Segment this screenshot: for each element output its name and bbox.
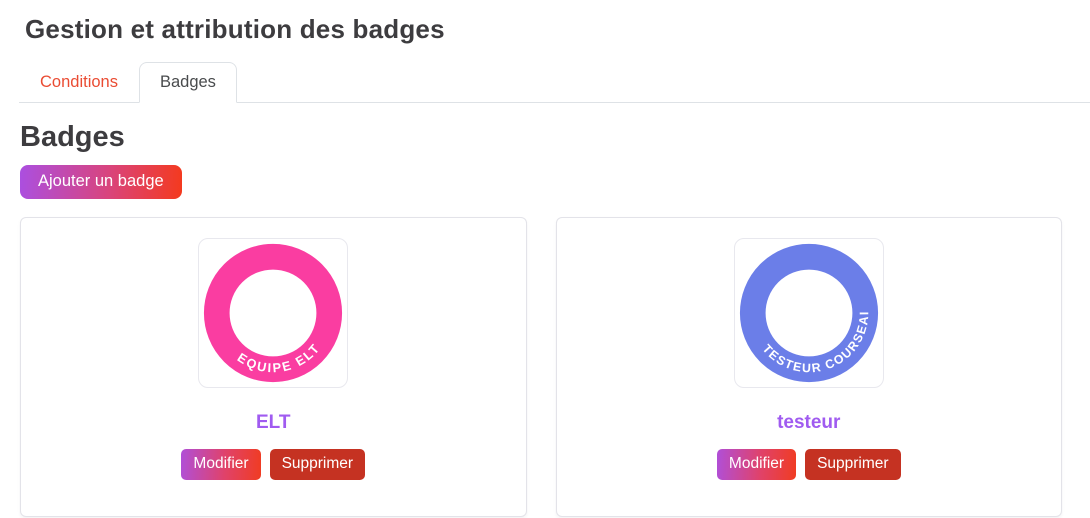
badge-cards-row: EQUIPE ELT ELT Modifier Supprimer TESTEU… [20,217,1062,517]
badge-ring-icon: EQUIPE ELT [204,243,343,383]
badge-actions: Modifier Supprimer [716,449,901,480]
badge-name: testeur [777,412,841,433]
page-title: Gestion et attribution des badges [25,14,445,44]
tab-bar: Conditions Badges [19,62,1090,103]
modify-button[interactable]: Modifier [716,449,797,480]
delete-button[interactable]: Supprimer [269,449,366,480]
tab-badges[interactable]: Badges [138,62,237,103]
badge-image: EQUIPE ELT [198,238,349,388]
badge-image: TESTEUR COURSEAI [733,238,884,388]
delete-button[interactable]: Supprimer [805,449,901,480]
badge-card: TESTEUR COURSEAI testeur Modifier Suppri… [555,217,1062,517]
badge-actions: Modifier Supprimer [181,449,366,480]
tab-conditions[interactable]: Conditions [40,73,118,91]
modify-button[interactable]: Modifier [181,449,261,480]
add-badge-button[interactable]: Ajouter un badge [20,165,182,199]
badge-card: EQUIPE ELT ELT Modifier Supprimer [20,217,527,517]
section-heading: Badges [20,121,125,153]
badge-name: ELT [256,412,291,433]
badge-ring-icon: TESTEUR COURSEAI [739,243,883,388]
